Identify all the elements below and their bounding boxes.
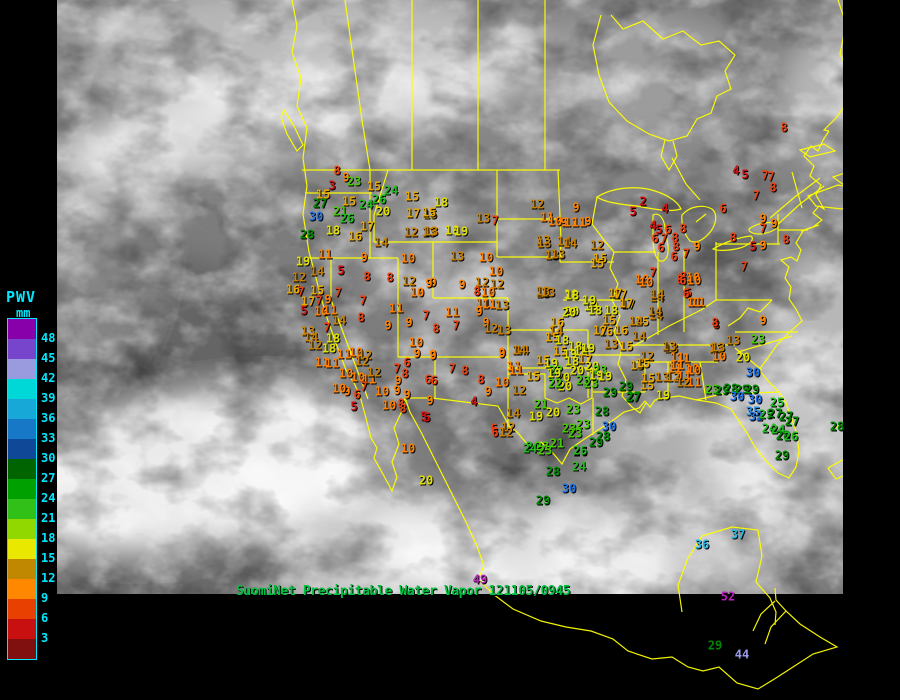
legend-label: 18 <box>41 531 56 545</box>
gulf-atlantic-coast <box>569 130 830 479</box>
legend-unit: mm <box>16 306 31 320</box>
legend-color-bar <box>7 318 37 660</box>
legend-swatch <box>8 399 36 419</box>
west-coast-outline <box>291 0 839 690</box>
legend-swatch <box>8 579 36 599</box>
legend-swatch <box>8 499 36 519</box>
hudson-bay <box>592 14 736 172</box>
legend-swatch <box>8 479 36 499</box>
legend-swatch <box>8 539 36 559</box>
rivers <box>405 196 773 466</box>
canada-east-coast <box>769 0 843 227</box>
map-boundaries <box>280 0 843 690</box>
legend-label: 48 <box>41 331 56 345</box>
legend-label: 3 <box>41 631 49 645</box>
vancouver-island <box>280 108 304 152</box>
legend-label: 39 <box>41 391 56 405</box>
legend-label: 12 <box>41 571 56 585</box>
yucatan-cuba <box>677 425 843 645</box>
legend-swatch <box>8 459 36 479</box>
legend-swatch <box>8 419 36 439</box>
legend-swatch <box>8 379 36 399</box>
legend-swatch <box>8 519 36 539</box>
legend-swatch <box>8 599 36 619</box>
legend-label: 9 <box>41 591 49 605</box>
legend-swatch <box>8 639 36 659</box>
legend-title: PWV <box>6 288 37 306</box>
legend-label: 21 <box>41 511 56 525</box>
legend-label: 24 <box>41 491 56 505</box>
legend-swatch <box>8 339 36 359</box>
page-title: SuomiNet Precipitable Water Vapor 121105… <box>236 584 571 599</box>
legend-swatch <box>8 619 36 639</box>
cloud-noise-dark <box>57 0 843 594</box>
satellite-image <box>57 0 843 594</box>
legend-label: 27 <box>41 471 56 485</box>
legend-swatch <box>8 359 36 379</box>
legend-label: 15 <box>41 551 56 565</box>
great-lakes <box>595 187 778 262</box>
legend-swatch <box>8 559 36 579</box>
legend-label: 36 <box>41 411 56 425</box>
legend-label: 30 <box>41 451 56 465</box>
legend-swatch <box>8 319 36 339</box>
pwv-legend: PWV mm 48 45 42 39 36 33 30 27 24 21 18 15 12 9 6 3 <box>6 288 55 660</box>
legend-label: 45 <box>41 351 56 365</box>
legend-swatch <box>8 439 36 459</box>
legend-label: 42 <box>41 371 56 385</box>
legend-label: 6 <box>41 611 49 625</box>
state-province-borders <box>302 0 808 435</box>
legend-label: 33 <box>41 431 56 445</box>
